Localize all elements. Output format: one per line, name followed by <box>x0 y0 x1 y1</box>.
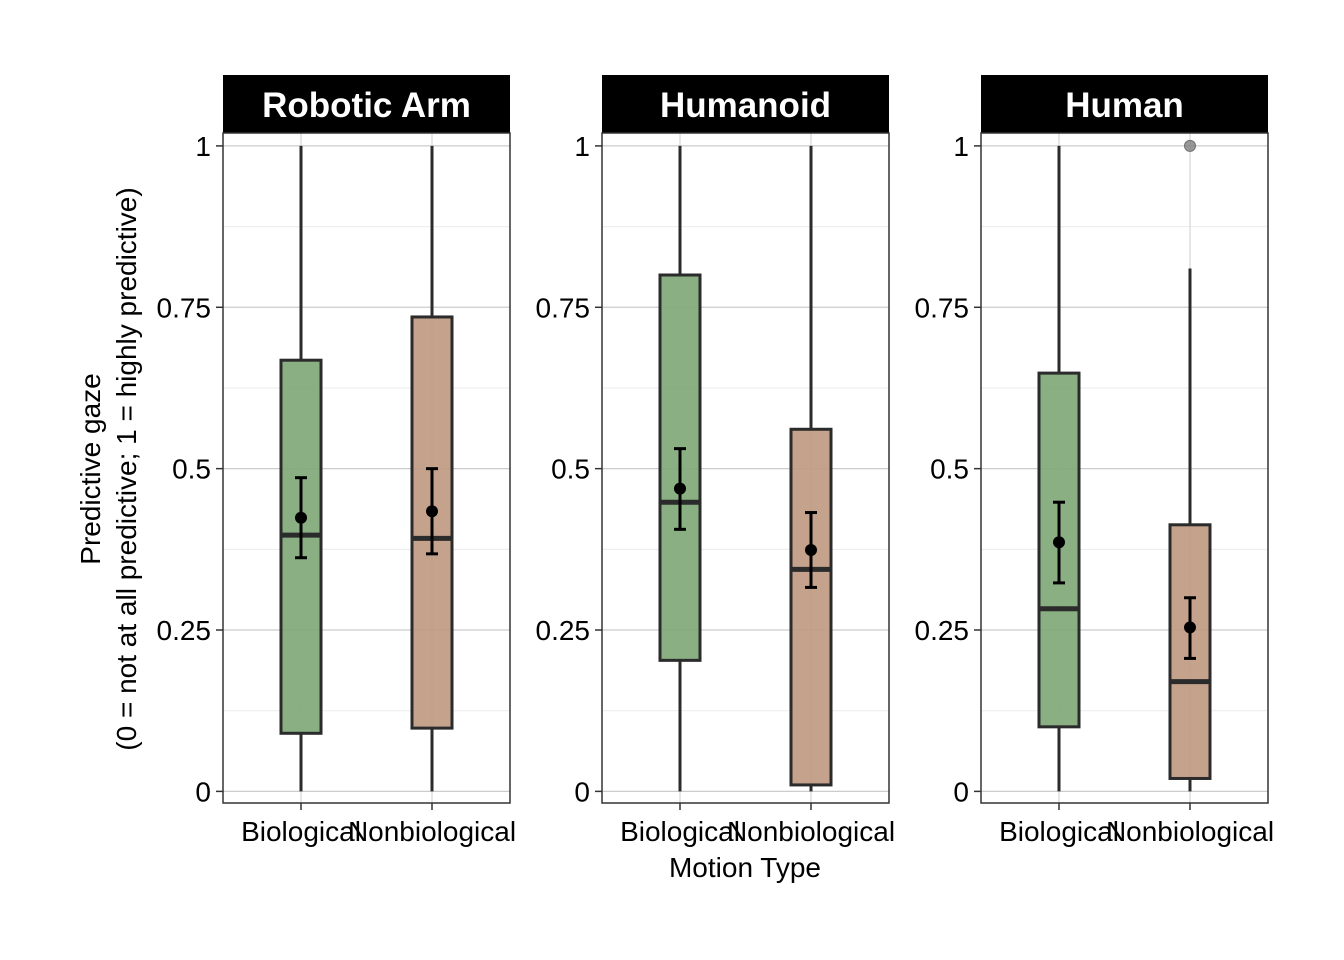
mean-point <box>426 505 438 518</box>
box-iqr <box>1168 523 1212 780</box>
facet-panel-2: Human 0 0.25 0.5 0.75 1 BiologicalNonbiologica… <box>915 75 1274 847</box>
box-iqr <box>789 427 833 787</box>
facet-strip <box>223 75 510 133</box>
mean-point <box>1184 621 1196 634</box>
mean-point <box>1053 536 1065 549</box>
y-tick-label: 0 <box>195 776 211 807</box>
x-tick-label: Nonbiological <box>348 816 516 847</box>
mean-point <box>674 482 686 495</box>
y-tick-label: 0.5 <box>930 454 969 485</box>
facet-strip-title: Humanoid <box>660 86 831 125</box>
y-tick-label: 0.75 <box>915 292 970 323</box>
y-tick-label: 0.75 <box>157 292 212 323</box>
y-axis-title-line-2: (0 = not at all predictive; 1 = highly p… <box>111 187 142 750</box>
y-tick-label: 0.5 <box>172 454 211 485</box>
x-tick-label: Biological <box>241 816 361 847</box>
y-tick-label: 0.25 <box>157 615 212 646</box>
box-nonbiological <box>410 145 454 792</box>
x-tick-label: Biological <box>620 816 740 847</box>
box-biological <box>279 145 323 792</box>
y-tick-label: 0.5 <box>551 454 590 485</box>
box-iqr <box>410 315 454 730</box>
mean-point <box>295 511 307 524</box>
facet-strip-title: Robotic Arm <box>262 86 471 125</box>
y-tick-label: 0 <box>953 776 969 807</box>
panels-layer: Robotic Arm00.250.50.751BiologicalNonbio… <box>157 75 1274 847</box>
outlier-point <box>1184 139 1196 152</box>
facet-strip-title: Human <box>1065 86 1184 125</box>
x-tick-label: Biological <box>999 816 1119 847</box>
y-tick-label: 1 <box>953 131 969 162</box>
mean-point <box>805 543 817 556</box>
x-tick-label: Nonbiological <box>727 816 895 847</box>
x-tick-label: Nonbiological <box>1106 816 1274 847</box>
y-axis-title-line-1: Predictive gaze <box>75 373 106 564</box>
y-tick-label: 1 <box>195 131 211 162</box>
box-nonbiological <box>789 145 833 792</box>
facet-strip <box>602 75 889 133</box>
facet-strip <box>981 75 1268 133</box>
y-tick-label: 0.75 <box>536 292 591 323</box>
box-biological <box>1037 145 1081 792</box>
panel-border <box>601 132 890 804</box>
box-biological <box>658 145 702 792</box>
y-tick-label: 0.25 <box>915 615 970 646</box>
y-tick-label: 1 <box>574 131 590 162</box>
facet-panel-0: Robotic Arm 0 0.25 0.5 0.75 1 BiologicalNonbio… <box>157 75 516 847</box>
x-axis-title: Motion Type <box>669 852 821 883</box>
facet-panel-1: Humanoid 0 0.25 0.5 0.75 1 BiologicalNonbiolog… <box>536 75 895 847</box>
panel-border <box>222 132 511 804</box>
y-tick-label: 0 <box>574 776 590 807</box>
panel-border <box>980 132 1269 804</box>
box-nonbiological <box>1168 139 1212 792</box>
y-tick-label: 0.25 <box>536 615 591 646</box>
